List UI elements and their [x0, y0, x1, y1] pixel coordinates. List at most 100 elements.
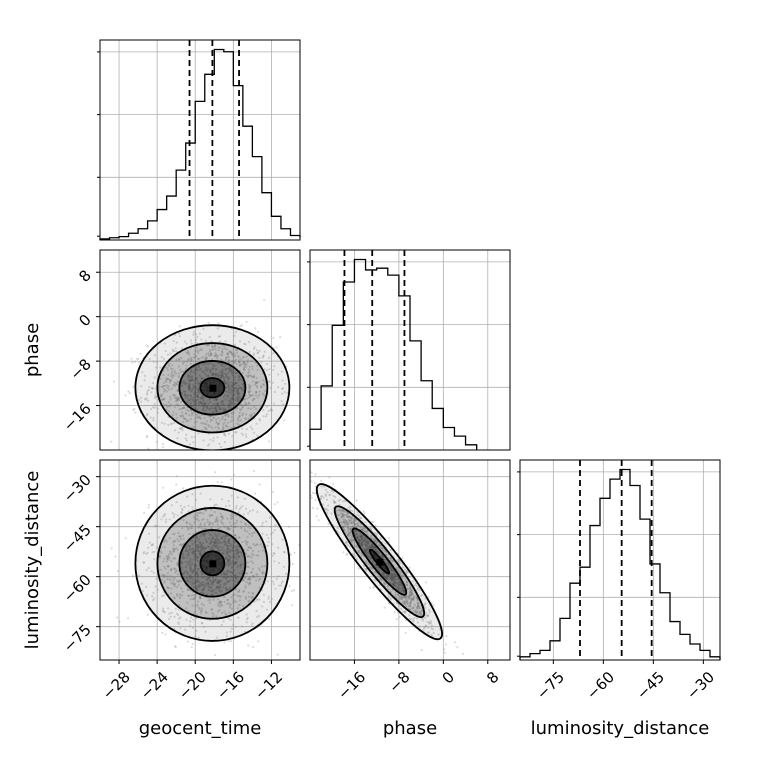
geocent_time-vs-luminosity_distance-point [195, 548, 198, 551]
geocent_time-vs-luminosity_distance-point [265, 520, 268, 523]
geocent_time-vs-luminosity_distance-point [227, 525, 230, 529]
phase-vs-luminosity_distance-point [350, 527, 353, 530]
phase-vs-luminosity_distance-point [363, 549, 366, 552]
phase-vs-luminosity_distance-point [360, 539, 363, 542]
phase-vs-luminosity_distance-point [361, 526, 364, 529]
geocent_time-vs-luminosity_distance-point [213, 578, 216, 582]
geocent_time-vs-luminosity_distance-point [236, 594, 239, 597]
phase-vs-luminosity_distance-point [404, 631, 407, 634]
phase-vs-luminosity_distance-point [369, 546, 373, 549]
geocent_time-vs-luminosity_distance-point [192, 571, 195, 574]
phase-vs-luminosity_distance-point [392, 570, 395, 573]
geocent_time-vs-luminosity_distance-point [215, 519, 218, 522]
phase-vs-luminosity_distance-point [344, 525, 347, 528]
geocent_time-vs-luminosity_distance-point [211, 535, 214, 538]
geocent_time-vs-phase-point [161, 385, 164, 388]
geocent_time-vs-luminosity_distance-point [227, 539, 230, 543]
geocent_time-vs-luminosity_distance-point [145, 585, 148, 588]
phase-vs-luminosity_distance-point [359, 533, 362, 537]
phase-vs-luminosity_distance-point [358, 541, 361, 545]
geocent_time-vs-luminosity_distance-point [173, 548, 176, 551]
phase-vs-luminosity_distance-point [381, 556, 384, 559]
geocent_time-vs-luminosity_distance-point [231, 561, 234, 564]
geocent_time-vs-luminosity_distance-point [200, 583, 203, 586]
geocent_time-vs-luminosity_distance-point [186, 579, 189, 583]
geocent_time-vs-luminosity_distance-point [232, 546, 235, 550]
geocent_time-vs-phase-point [230, 393, 233, 396]
geocent_time-vs-phase-point [161, 393, 164, 396]
geocent_time-vs-luminosity_distance-point [216, 604, 220, 607]
phase-vs-luminosity_distance-point [408, 593, 411, 597]
geocent_time-vs-luminosity_distance-point [187, 504, 190, 507]
geocent_time-vs-luminosity_distance-point [209, 598, 212, 602]
geocent_time-vs-phase-point [232, 378, 236, 382]
phase-vs-luminosity_distance-point [373, 571, 377, 574]
phase-vs-luminosity_distance-point [409, 591, 412, 594]
phase-vs-luminosity_distance-point [386, 576, 389, 580]
geocent_time-vs-luminosity_distance-point [196, 570, 199, 573]
geocent_time-vs-luminosity_distance-point [196, 546, 199, 549]
phase-vs-luminosity_distance-point [345, 542, 348, 545]
geocent_time-vs-phase-point [262, 409, 265, 412]
geocent_time-vs-phase-point [283, 419, 286, 422]
phase-vs-luminosity_distance-point [350, 516, 353, 519]
phase-vs-luminosity_distance-point [415, 617, 418, 620]
geocent_time-vs-phase-point [250, 413, 254, 416]
phase-vs-luminosity_distance-point [361, 541, 364, 544]
geocent_time-vs-phase-point [198, 402, 201, 405]
geocent_time-vs-phase-point [189, 386, 192, 389]
geocent_time-vs-phase-point [177, 374, 180, 377]
phase-vs-luminosity_distance-point [364, 531, 368, 534]
phase-vs-luminosity_distance-point [356, 522, 360, 525]
geocent_time-vs-luminosity_distance-point [226, 546, 229, 550]
geocent_time-vs-luminosity_distance-point [268, 600, 272, 604]
geocent_time-vs-phase-point [235, 407, 238, 410]
geocent_time-vs-luminosity_distance-point [215, 615, 218, 618]
geocent_time-vs-luminosity_distance-point [191, 552, 194, 555]
geocent_time-vs-phase-point [247, 402, 250, 405]
phase-vs-luminosity_distance-point [360, 537, 364, 540]
geocent_time-vs-phase-point [230, 389, 233, 392]
phase-vs-luminosity_distance-point [390, 577, 393, 580]
geocent_time-vs-luminosity_distance-point [191, 527, 194, 530]
geocent_time-vs-luminosity_distance-point [145, 552, 148, 555]
geocent_time-vs-luminosity_distance-point [215, 575, 219, 578]
geocent_time-vs-luminosity_distance-point [165, 540, 168, 543]
phase-ytick-label-2: 0 [75, 311, 94, 330]
phase-vs-luminosity_distance-point [358, 549, 361, 552]
phase-vs-luminosity_distance-point [339, 508, 342, 511]
phase-vs-luminosity_distance-point [394, 584, 397, 587]
geocent_time-vs-phase-point [250, 394, 253, 397]
geocent_time-vs-luminosity_distance-point [205, 582, 208, 585]
geocent_time-vs-phase-point [147, 447, 150, 450]
phase-vs-luminosity_distance-point [413, 609, 416, 612]
geocent_time-vs-luminosity_distance-point [214, 471, 217, 474]
geocent_time-vs-phase-point [255, 380, 258, 384]
geocent_time-vs-phase-point [207, 444, 210, 447]
geocent_time-vs-luminosity_distance-point [201, 591, 204, 594]
geocent_time-vs-phase-point [224, 340, 227, 343]
geocent_time-vs-phase-point [192, 441, 195, 444]
geocent_time-vs-luminosity_distance-point [237, 536, 240, 539]
geocent_time-vs-luminosity_distance-point [246, 578, 249, 581]
geocent_time-vs-luminosity_distance-point [202, 528, 205, 531]
phase-vs-luminosity_distance-point [389, 597, 392, 600]
geocent_time-vs-phase-point [137, 357, 140, 360]
phase-vs-luminosity_distance-point [395, 596, 398, 599]
phase-vs-luminosity_distance-point [361, 528, 364, 531]
geocent_time-vs-luminosity_distance-point [191, 550, 194, 553]
geocent_time-vs-phase-point [247, 396, 250, 399]
geocent_time-vs-luminosity_distance-point [146, 551, 149, 554]
phase-vs-luminosity_distance-point [363, 565, 366, 568]
geocent_time-vs-luminosity_distance-point [251, 509, 254, 512]
geocent_time-vs-phase-point [130, 357, 133, 360]
geocent_time-vs-luminosity_distance-point [223, 571, 226, 574]
geocent_time-vs-phase-point [236, 418, 239, 421]
geocent_time-vs-luminosity_distance-point [229, 543, 233, 546]
geocent_time-vs-luminosity_distance-point [232, 525, 236, 529]
phase-vs-luminosity_distance-point [354, 519, 357, 522]
phase-vs-luminosity_distance-point [353, 523, 356, 526]
geocent_time-vs-luminosity_distance-point [169, 574, 172, 577]
phase-vs-luminosity_distance-point [386, 585, 390, 588]
geocent_time-vs-phase-point [255, 381, 258, 384]
